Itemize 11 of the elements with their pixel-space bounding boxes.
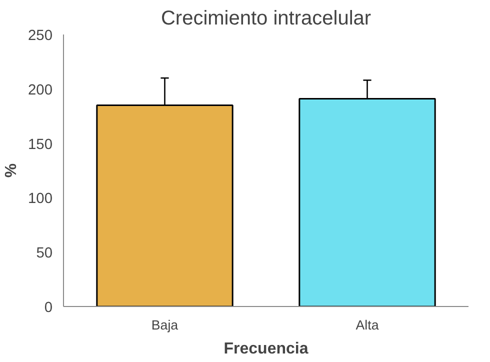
y-tick-label: 250 <box>28 28 53 44</box>
x-tick-label: Baja <box>151 318 179 332</box>
chart-title: Crecimiento intracelular <box>160 8 372 30</box>
y-tick-label: 100 <box>28 191 53 208</box>
y-axis-title: % <box>3 163 20 178</box>
x-tick-label: Alta <box>356 318 380 332</box>
y-tick-label: 150 <box>28 136 53 153</box>
y-tick-label: 200 <box>28 82 53 98</box>
y-tick-label: 0 <box>44 300 53 316</box>
x-axis-title: Frecuencia <box>224 340 308 358</box>
y-tick-label: 50 <box>36 246 53 262</box>
